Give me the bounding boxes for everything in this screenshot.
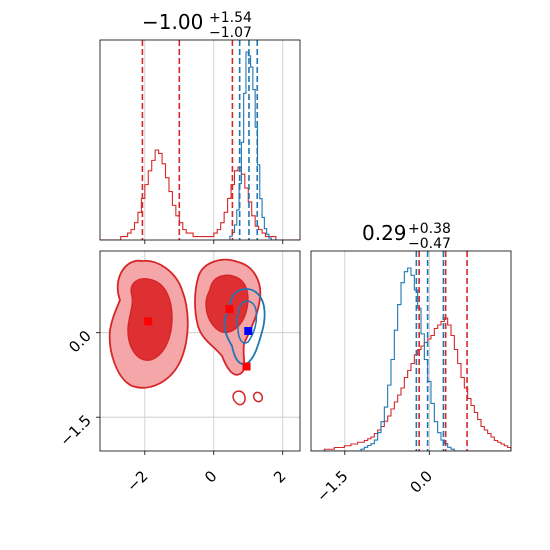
panel-hist-param-2 [310,250,512,452]
marker-red-1 [225,305,234,314]
panel-hist-param-1 [99,39,301,241]
hist-param-1-red [100,149,300,240]
tick-label-y2-0: 0.0 [65,327,95,357]
title-param-2-lower: −0.47 [408,236,451,252]
tick-label-x1-2: 2 [270,467,289,486]
tick-label-y2-1: −1.5 [56,411,94,449]
red-contour-island [232,390,246,406]
title-param-2-upper: +0.38 [408,221,451,237]
title-param-1-lower: −1.07 [209,25,252,41]
blue-contour-inner [236,300,258,344]
title-param-1: −1.00 [142,10,203,34]
marker-blue-3 [244,327,253,335]
marker-red-0 [144,317,153,326]
hist-param-2-blue [311,267,511,451]
hist-param-1-blue [213,51,283,240]
tick-label-x2-1: 0.0 [407,467,437,497]
hist-param-2-red [311,317,511,451]
title-param-1-upper: +1.54 [209,10,252,26]
title-param-2: 0.29 [362,221,407,245]
marker-red-2 [242,362,251,371]
panel-2d [99,250,301,452]
tick-label-x2-0: −1.5 [313,467,351,505]
red-contour-island-2 [252,391,264,403]
tick-label-x1-0: −2 [123,467,151,495]
contour-2d [108,258,266,406]
tick-label-x1-1: 0 [201,467,220,486]
